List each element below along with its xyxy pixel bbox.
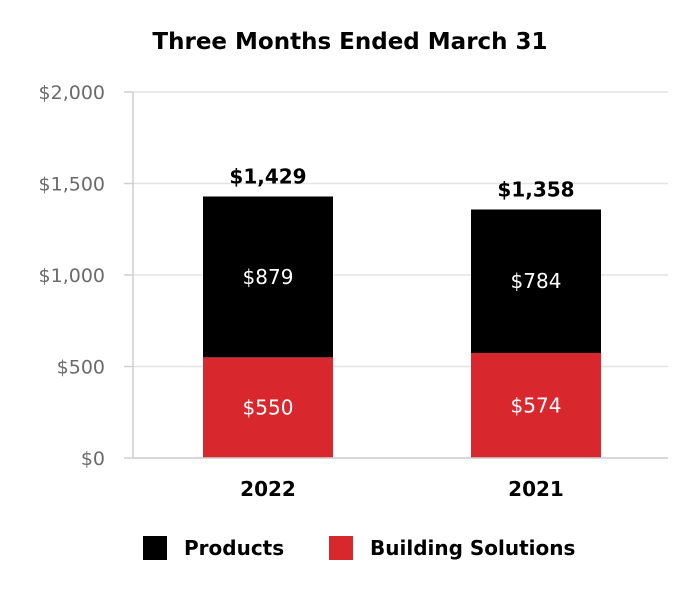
y-tick-label: $1,500: [39, 174, 105, 196]
bars: [203, 196, 601, 458]
bar-segment-products: [471, 209, 601, 353]
legend-label: Building Solutions: [370, 536, 575, 560]
legend: Products Building Solutions: [143, 536, 575, 560]
legend-swatch: [143, 536, 167, 560]
segment-value-label: $879: [243, 265, 294, 289]
bar-segment-building-solutions: [203, 357, 333, 458]
y-axis: $0 $500 $1,000 $1,500 $2,000: [39, 82, 134, 470]
total-value-label: $1,358: [497, 177, 574, 201]
x-axis: 2022 2021: [133, 457, 668, 501]
legend-label: Products: [184, 536, 284, 560]
total-value-label: $1,429: [229, 164, 306, 188]
x-category-label: 2021: [508, 477, 564, 501]
y-tick-label: $500: [57, 357, 105, 379]
legend-swatch: [329, 536, 353, 560]
segment-value-label: $784: [511, 269, 562, 293]
y-tick-label: $2,000: [39, 82, 105, 104]
bar-segment-products: [203, 196, 333, 358]
x-category-label: 2022: [240, 477, 296, 501]
y-tick-label: $0: [81, 448, 105, 470]
segment-value-label: $574: [511, 393, 562, 417]
chart-title: Three Months Ended March 31: [152, 29, 547, 55]
segment-value-label: $550: [243, 396, 294, 420]
data-labels: $550 $879 $1,429 $574 $784 $1,358: [229, 164, 574, 419]
bar-segment-building-solutions: [471, 352, 601, 458]
y-tick-label: $1,000: [39, 265, 105, 287]
